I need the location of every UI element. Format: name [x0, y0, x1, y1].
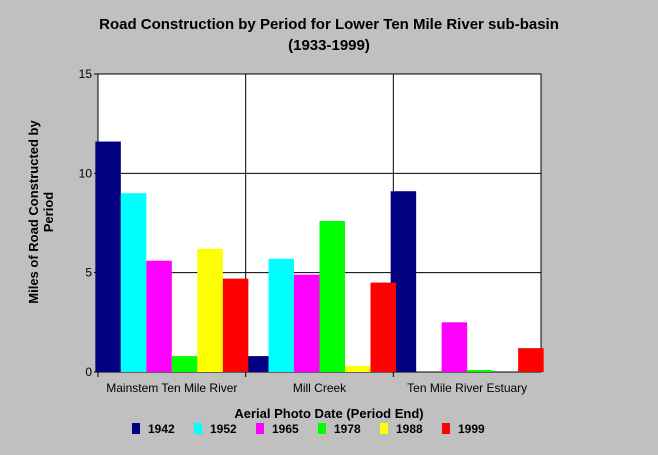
legend-swatch-1978 — [318, 423, 326, 434]
legend-label: 1952 — [210, 422, 237, 436]
y-axis-title-line-1: Miles of Road Constructed by — [26, 120, 41, 304]
chart-subtitle: (1933-1999) — [288, 37, 370, 54]
y-tick-label: 15 — [79, 67, 93, 81]
bar-1965 — [146, 260, 172, 372]
bar-1988 — [197, 248, 223, 372]
bar-1978 — [467, 370, 493, 372]
bar-1978 — [171, 356, 198, 372]
bar-1965 — [294, 274, 320, 372]
legend-swatch-1988 — [380, 423, 388, 434]
y-axis-ticks: 0 5 10 15 — [79, 67, 98, 379]
y-tick-label: 5 — [85, 266, 92, 280]
bar-1978 — [319, 221, 345, 372]
legend-swatch-1952 — [194, 423, 202, 434]
y-axis-title-line-2: Period — [41, 192, 56, 233]
legend: 1942 1952 1965 1978 1988 1999 — [132, 422, 485, 436]
legend-label: 1988 — [396, 422, 423, 436]
bar-1942 — [243, 356, 269, 372]
y-tick-label: 0 — [85, 365, 92, 379]
legend-label: 1965 — [272, 422, 299, 436]
legend-label: 1999 — [458, 422, 485, 436]
chart-title: Road Construction by Period for Lower Te… — [99, 16, 559, 33]
legend-swatch-1965 — [256, 423, 264, 434]
category-label: Ten Mile River Estuary — [407, 381, 527, 395]
category-labels: Mainstem Ten Mile River Mill Creek Ten Mil… — [97, 372, 527, 395]
x-axis-title: Aerial Photo Date (Period End) — [234, 406, 423, 421]
category-label: Mill Creek — [293, 381, 347, 395]
bar-1942 — [95, 141, 121, 372]
bar-1965 — [441, 322, 468, 372]
bar-1952 — [268, 258, 294, 372]
category-label: Mainstem Ten Mile River — [106, 381, 237, 395]
bar-1999 — [370, 282, 396, 372]
legend-label: 1978 — [334, 422, 361, 436]
y-tick-label: 10 — [79, 166, 93, 180]
legend-label: 1942 — [148, 422, 175, 436]
bar-1999 — [222, 278, 249, 372]
bar-1952 — [120, 193, 147, 372]
legend-swatch-1999 — [442, 423, 450, 434]
legend-swatch-1942 — [132, 423, 140, 434]
bar-1988 — [345, 366, 371, 372]
bars — [95, 141, 544, 372]
bar-1999 — [518, 348, 544, 372]
